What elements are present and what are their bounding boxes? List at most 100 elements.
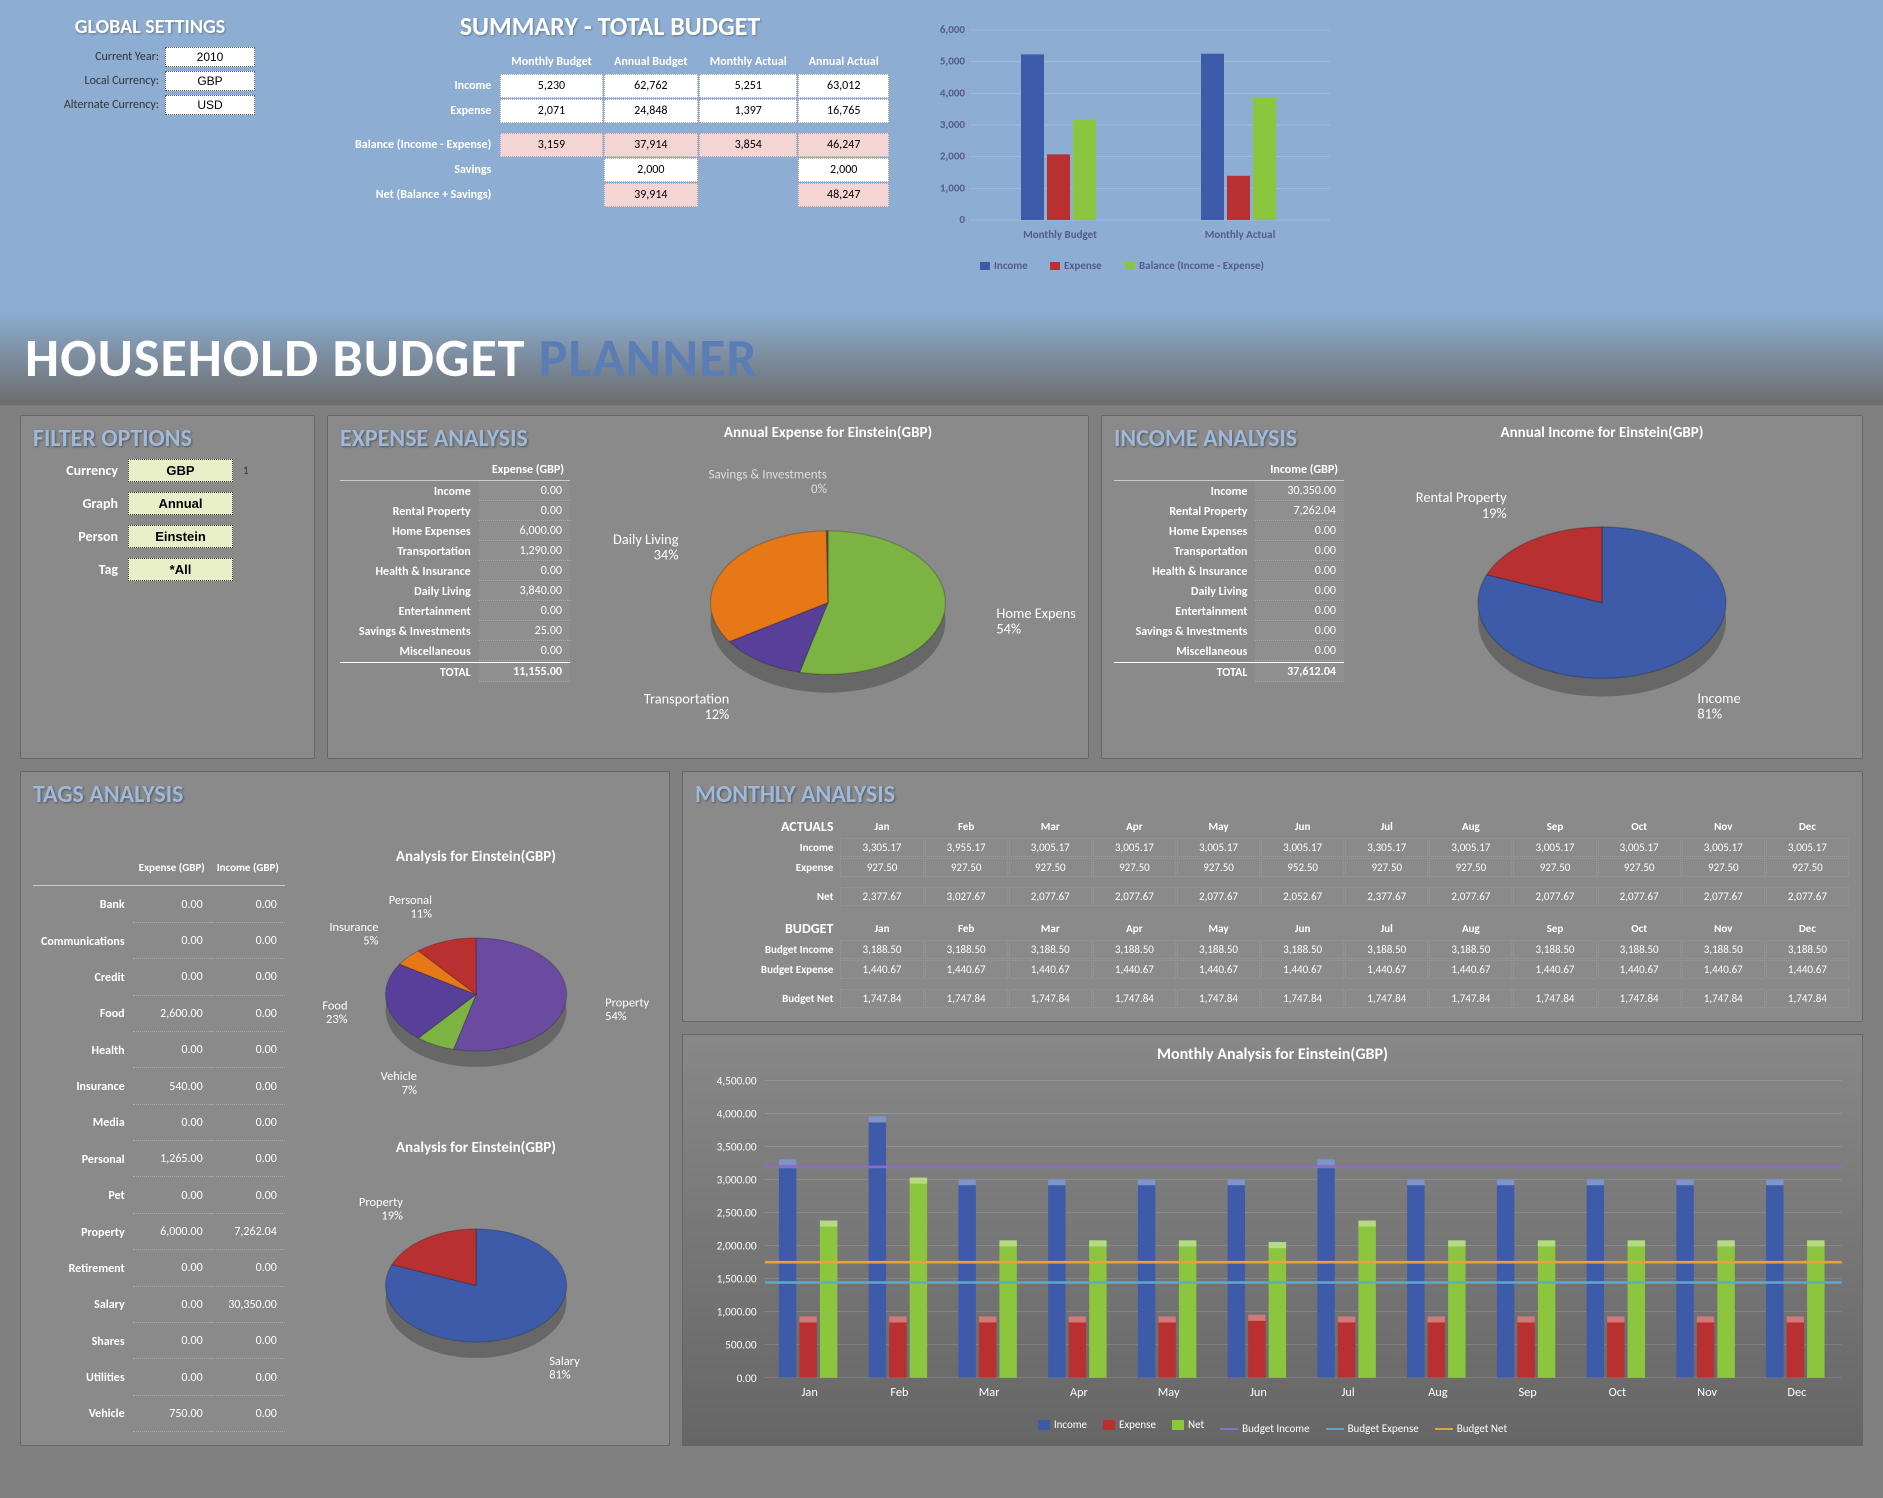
monthly-cell: 1,440.67 — [1009, 960, 1092, 979]
analysis-amt: 0.00 — [1255, 582, 1344, 601]
tags-cat: Credit — [33, 960, 133, 995]
summary-section: SUMMARY - TOTAL BUDGET Monthly BudgetAnn… — [330, 10, 890, 208]
svg-text:81%: 81% — [1697, 705, 1722, 723]
tags-exp: 0.00 — [133, 924, 211, 959]
legend-item: Budget Expense — [1326, 1422, 1419, 1435]
analysis-amt: 25.00 — [479, 622, 570, 641]
setting-input-2[interactable] — [165, 95, 255, 115]
expense-table: Expense (GBP)Income0.00Rental Property0.… — [340, 459, 570, 683]
tags-inc: 0.00 — [211, 997, 285, 1032]
svg-text:19%: 19% — [1482, 504, 1507, 522]
tags-pie1-title: Analysis for Einstein(GBP) — [295, 848, 657, 866]
monthly-cell: 3,005.17 — [1009, 838, 1092, 857]
tags-col: Income (GBP) — [211, 849, 285, 886]
svg-text:11%: 11% — [410, 907, 432, 922]
net-cell: 39,914 — [604, 183, 698, 207]
svg-text:4,500.00: 4,500.00 — [717, 1075, 757, 1089]
budget-net-cell: 1,747.84 — [1513, 989, 1596, 1008]
summary-cell: 5,230 — [500, 74, 602, 98]
svg-text:0.00: 0.00 — [737, 1372, 757, 1386]
analysis-amt: 0.00 — [1255, 642, 1344, 661]
monthly-legend: IncomeExpenseNetBudget IncomeBudget Expe… — [693, 1417, 1852, 1436]
actuals-title: ACTUALS — [696, 816, 839, 837]
global-settings: GLOBAL SETTINGS Current Year: Local Curr… — [25, 15, 275, 119]
svg-text:1,000: 1,000 — [940, 181, 966, 194]
analysis-amt: 0.00 — [479, 602, 570, 621]
analysis-amt: 3,840.00 — [479, 582, 570, 601]
tags-pie2: Salary81%Property19% — [295, 1161, 657, 1410]
income-pie-title: Annual Income for Einstein(GBP) — [1354, 424, 1850, 442]
monthly-cell: 3,188.50 — [1766, 940, 1849, 959]
setting-input-1[interactable] — [165, 71, 255, 91]
monthly-cell: 3,188.50 — [840, 940, 923, 959]
svg-text:12%: 12% — [704, 705, 729, 723]
tags-inc: 0.00 — [211, 887, 285, 922]
filter-extra: 1 — [243, 464, 249, 477]
monthly-cell: 3,005.17 — [1261, 838, 1344, 857]
tags-col — [33, 849, 133, 886]
filter-title: FILTER OPTIONS — [33, 424, 302, 453]
tags-inc: 0.00 — [211, 1251, 285, 1286]
filter-input-1[interactable] — [128, 492, 233, 515]
summary-col: Monthly Actual — [699, 51, 797, 73]
net-cell: 2,077.67 — [1177, 887, 1260, 906]
budget-net-cell: 1,747.84 — [1093, 989, 1176, 1008]
analysis-cat: Daily Living — [1114, 582, 1255, 601]
monthly-chart: 0.00500.001,000.001,500.002,000.002,500.… — [693, 1070, 1852, 1408]
setting-input-0[interactable] — [165, 47, 255, 67]
svg-text:3,000: 3,000 — [940, 118, 966, 131]
budget-net-cell: 1,747.84 — [1261, 989, 1344, 1008]
budget-net-cell: 1,747.84 — [1009, 989, 1092, 1008]
filter-input-3[interactable] — [128, 558, 233, 581]
tags-inc: 0.00 — [211, 1069, 285, 1104]
svg-text:Dec: Dec — [1787, 1385, 1806, 1400]
legend-item: Net — [1172, 1418, 1204, 1431]
tags-cat: Pet — [33, 1178, 133, 1213]
filter-input-0[interactable] — [128, 459, 233, 482]
analysis-cat: Entertainment — [1114, 602, 1255, 621]
legend-item: Budget Income — [1220, 1422, 1309, 1435]
monthly-row-label: Expense — [696, 858, 839, 877]
svg-text:Jan: Jan — [802, 1385, 818, 1400]
svg-text:Balance (Income - Expense): Balance (Income - Expense) — [1139, 259, 1264, 272]
monthly-cell: 927.50 — [1177, 858, 1260, 877]
monthly-cell: 927.50 — [925, 858, 1008, 877]
svg-text:5%: 5% — [363, 934, 378, 949]
net-cell: 2,077.67 — [1429, 887, 1512, 906]
analysis-amt: 7,262.04 — [1255, 502, 1344, 521]
tags-cat: Media — [33, 1106, 133, 1141]
svg-text:Income: Income — [994, 259, 1028, 272]
monthly-cell: 927.50 — [1682, 858, 1765, 877]
expense-title: EXPENSE ANALYSIS — [340, 424, 570, 453]
top-header: GLOBAL SETTINGS Current Year: Local Curr… — [0, 0, 1883, 310]
month-header: Jun — [1261, 816, 1344, 837]
balance-label: Balance (Income - Expense) — [331, 133, 499, 157]
analysis-cat: Daily Living — [340, 582, 479, 601]
tags-cat: Property — [33, 1215, 133, 1250]
monthly-cell: 1,440.67 — [925, 960, 1008, 979]
svg-text:0%: 0% — [811, 481, 827, 497]
budget-net-cell: 1,747.84 — [1682, 989, 1765, 1008]
monthly-cell: 1,440.67 — [1513, 960, 1596, 979]
filter-input-2[interactable] — [128, 525, 233, 548]
month-header: Nov — [1682, 918, 1765, 939]
svg-text:Savings & Investments: Savings & Investments — [708, 467, 826, 483]
setting-label: Alternate Currency: — [25, 98, 165, 112]
filter-label: Person — [33, 528, 128, 545]
row-2: TAGS ANALYSIS Expense (GBP)Income (GBP)B… — [20, 771, 1863, 1446]
svg-text:5,000: 5,000 — [940, 55, 966, 68]
budget-net-cell: 1,747.84 — [1766, 989, 1849, 1008]
tags-inc: 7,262.04 — [211, 1215, 285, 1250]
analysis-cat: Income — [340, 482, 479, 501]
svg-text:Jul: Jul — [1342, 1385, 1355, 1400]
tags-title: TAGS ANALYSIS — [33, 780, 657, 809]
tags-exp: 0.00 — [133, 887, 211, 922]
analysis-amt: 1,290.00 — [479, 542, 570, 561]
tags-exp: 0.00 — [133, 1106, 211, 1141]
month-header: Apr — [1093, 816, 1176, 837]
monthly-cell: 3,005.17 — [1513, 838, 1596, 857]
budget-net-cell: 1,747.84 — [1598, 989, 1681, 1008]
monthly-cell: 3,005.17 — [1682, 838, 1765, 857]
month-header: Jul — [1345, 816, 1428, 837]
net-label: Net — [696, 887, 839, 906]
